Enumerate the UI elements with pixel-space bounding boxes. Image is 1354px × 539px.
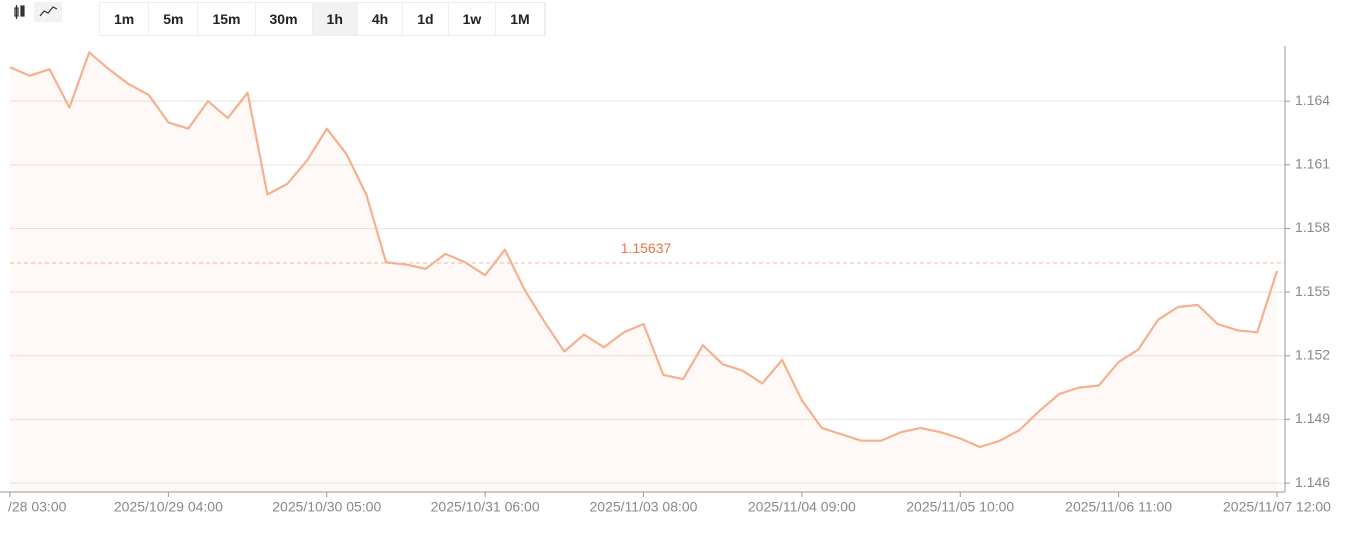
x-tick-label: /28 03:00 xyxy=(8,499,67,515)
x-tick-label: 2025/11/04 09:00 xyxy=(748,499,856,515)
interval-button[interactable]: 1d xyxy=(403,3,449,35)
y-tick-label: 1.152 xyxy=(1295,346,1330,362)
y-tick-label: 1.158 xyxy=(1295,219,1330,235)
candle-icon[interactable] xyxy=(14,5,25,19)
interval-button[interactable]: 1M xyxy=(496,3,545,35)
interval-button[interactable]: 1w xyxy=(448,3,497,35)
interval-button[interactable]: 4h xyxy=(357,3,404,35)
line-icon[interactable] xyxy=(39,6,58,17)
area xyxy=(10,52,1277,493)
interval-button[interactable]: 15m xyxy=(198,3,256,35)
y-tick-label: 1.161 xyxy=(1295,156,1330,172)
interval-button[interactable]: 1m xyxy=(100,3,150,35)
x-tick-label: 2025/10/29 04:00 xyxy=(114,499,223,515)
x-tick-label: 2025/11/03 08:00 xyxy=(590,499,698,515)
y-tick-label: 1.164 xyxy=(1295,92,1330,108)
chart-type-icons xyxy=(14,2,62,22)
x-tick-label: 2025/11/05 10:00 xyxy=(906,499,1014,515)
interval-button[interactable]: 1h xyxy=(312,3,358,35)
interval-toolbar: 1m 5m 15m 30m 1h 4h 1d 1w 1M xyxy=(99,2,546,36)
line-icon-bg[interactable] xyxy=(34,2,62,22)
y-tick-label: 1.149 xyxy=(1295,410,1330,426)
y-tick-label: 1.146 xyxy=(1295,474,1330,490)
reference-label: 1.15637 xyxy=(621,240,672,256)
interval-button[interactable]: 5m xyxy=(149,3,199,35)
y-tick-label: 1.155 xyxy=(1295,283,1330,299)
x-tick-label: 2025/10/31 06:00 xyxy=(431,499,540,515)
price-line xyxy=(9,51,1279,449)
interval-button[interactable]: 30m xyxy=(255,3,313,35)
x-tick-label: 2025/11/06 11:00 xyxy=(1065,499,1172,515)
x-tick-label: 2025/10/30 05:00 xyxy=(272,499,381,515)
x-tick-label: 2025/11/07 12:00 xyxy=(1223,499,1331,515)
